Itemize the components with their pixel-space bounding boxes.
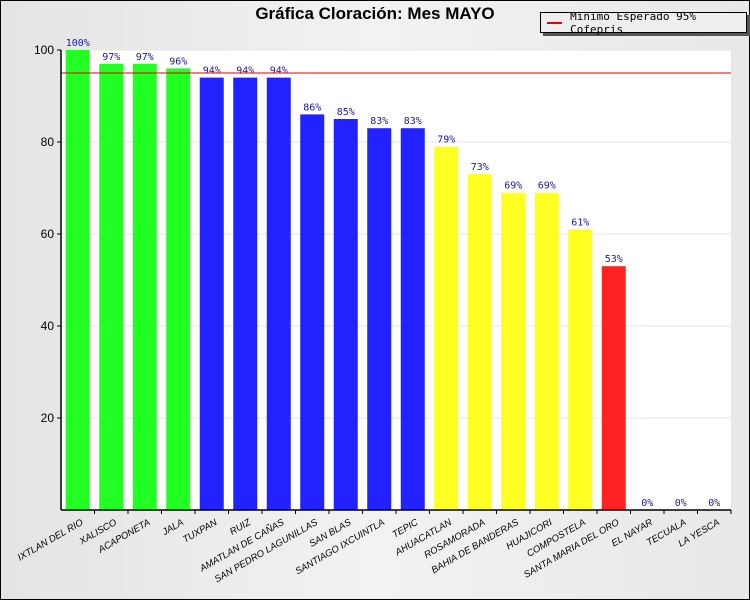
- data-label: 83%: [404, 116, 422, 127]
- legend: Minimo Esperado 95% Cofepris: [540, 9, 747, 36]
- data-label: 94%: [203, 66, 221, 77]
- x-tick-label: TUXPAN: [181, 517, 219, 546]
- plot-area: [61, 50, 731, 510]
- data-label: 0%: [708, 498, 720, 509]
- data-label: 97%: [136, 52, 154, 63]
- bar: [199, 77, 224, 510]
- data-label: 61%: [571, 217, 589, 228]
- bar: [65, 50, 90, 510]
- data-label: 83%: [370, 116, 388, 127]
- y-tick-label: 100: [34, 43, 54, 57]
- bar: [534, 192, 559, 510]
- data-label: 0%: [675, 498, 687, 509]
- x-tick-label: IXTLAN DEL RIO: [16, 517, 86, 564]
- chart-title: Gráfica Cloración: Mes MAYO: [255, 4, 495, 23]
- bar: [300, 114, 325, 511]
- data-label: 94%: [236, 66, 254, 77]
- bar: [434, 146, 459, 510]
- bar: [266, 77, 291, 510]
- y-tick-label: 40: [41, 319, 55, 333]
- y-tick-label: 60: [41, 227, 55, 241]
- bar: [333, 119, 358, 510]
- data-label: 69%: [538, 181, 556, 192]
- bar: [568, 229, 593, 510]
- data-label: 73%: [471, 162, 489, 173]
- bar: [601, 266, 626, 510]
- bar: [166, 68, 191, 511]
- data-label: 79%: [437, 135, 455, 146]
- data-label: 86%: [303, 102, 321, 113]
- legend-swatch-reference-line: [547, 21, 563, 24]
- y-tick-label: 80: [41, 135, 55, 149]
- data-label: 100%: [66, 38, 90, 49]
- bar: [400, 128, 425, 510]
- data-label: 53%: [605, 254, 623, 265]
- bar: [132, 63, 157, 511]
- data-label: 94%: [270, 66, 288, 77]
- bar: [467, 174, 492, 510]
- data-label: 97%: [102, 52, 120, 63]
- y-tick-label: 20: [41, 411, 55, 425]
- data-label: 0%: [641, 498, 653, 509]
- bar: [99, 63, 124, 511]
- data-label: 85%: [337, 107, 355, 118]
- legend-label: Minimo Esperado 95% Cofepris: [570, 9, 697, 36]
- bar: [233, 77, 258, 510]
- bar: [367, 128, 392, 510]
- data-label: 96%: [169, 56, 187, 67]
- data-label: 69%: [504, 181, 522, 192]
- bar: [501, 192, 526, 510]
